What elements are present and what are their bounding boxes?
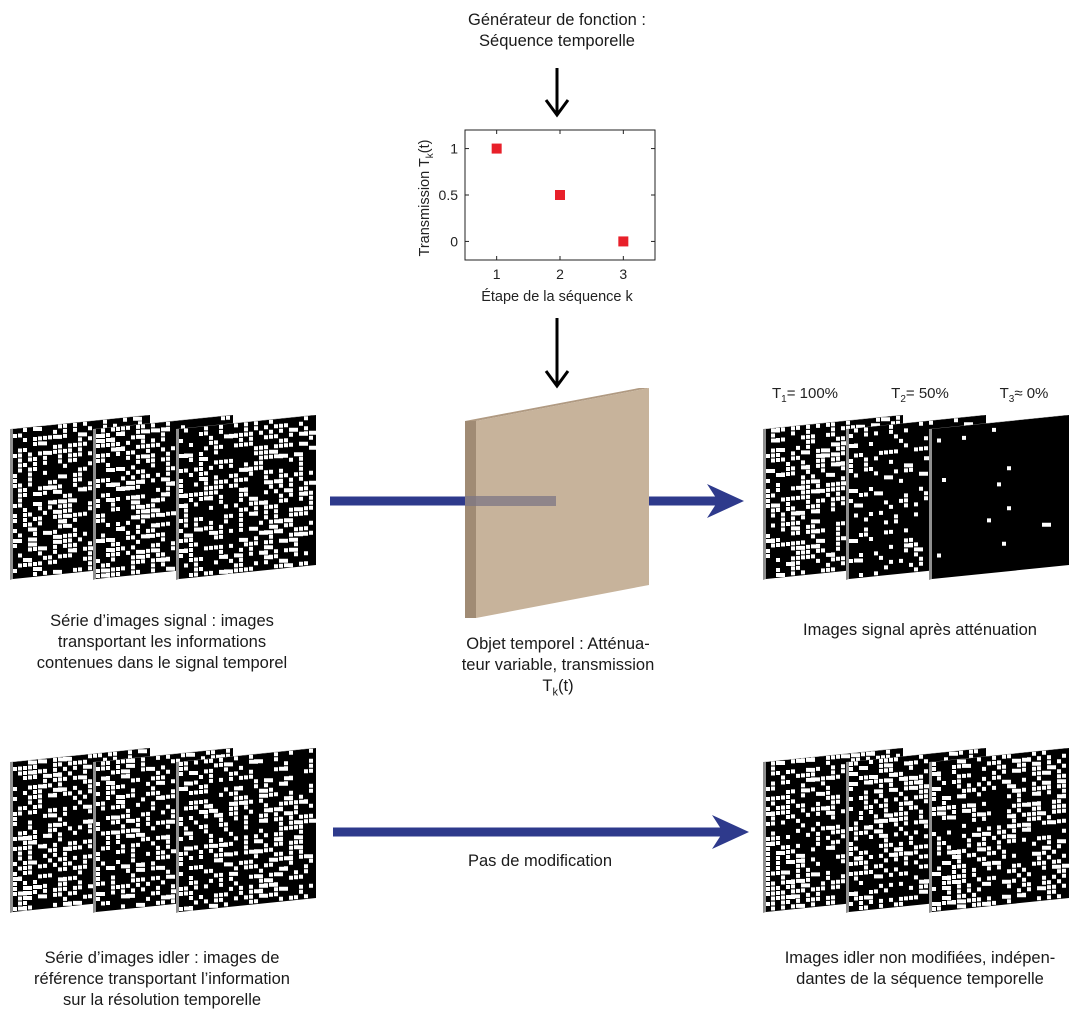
idler-output-caption: Images idler non modifiées, indépen- dan… xyxy=(784,949,1056,988)
idler-output-image-stack xyxy=(763,748,1071,913)
x-tick-label: 2 xyxy=(556,266,564,282)
frame-edge xyxy=(10,415,150,429)
y-tick-label: 0.5 xyxy=(439,187,459,203)
idler-output-frame-3 xyxy=(929,748,1071,913)
frame-edge xyxy=(846,415,986,429)
attenuated-image-stack xyxy=(763,415,1069,580)
frame-edge xyxy=(93,415,233,429)
frame-edge xyxy=(176,415,316,429)
frame-edge xyxy=(846,748,986,762)
frame-panel xyxy=(179,748,316,912)
frame-panel xyxy=(932,415,1069,579)
arrow-generator-to-plot xyxy=(544,68,570,118)
idler-frame-3 xyxy=(176,748,318,913)
speckle-pixels xyxy=(766,749,905,911)
frame-edge xyxy=(763,415,903,429)
frame-edge xyxy=(929,762,932,913)
function-generator-caption: Générateur de fonction : Séquence tempor… xyxy=(468,11,646,50)
arrow-plot-to-object xyxy=(544,318,570,389)
signal-frame-3 xyxy=(176,415,318,580)
speckle-pixels xyxy=(932,750,1071,911)
frame-edge xyxy=(176,429,179,580)
plot-xlabel: Étape de la séquence k xyxy=(481,288,633,305)
speckle-pixels xyxy=(179,416,318,577)
frame-edge xyxy=(846,762,849,913)
plot-points xyxy=(491,143,629,247)
attenuated-label-1: T1= 100% xyxy=(772,385,838,405)
frame-edge xyxy=(93,748,233,762)
attenuated-images-caption: Images signal après atténuation xyxy=(803,621,1037,639)
x-tick-label: 1 xyxy=(493,266,501,282)
data-point xyxy=(555,190,565,200)
idler-series-caption: Série d’images idler : images de référen… xyxy=(34,949,290,1009)
signal-series-caption: Série d’images signal : images transport… xyxy=(36,612,288,672)
frame-edge xyxy=(10,429,13,580)
speckle-pixels xyxy=(849,749,988,910)
speckle-pixels xyxy=(179,748,318,911)
x-tick-label: 3 xyxy=(619,266,627,282)
signal-image-stack xyxy=(10,415,318,580)
data-point xyxy=(491,143,502,154)
frame-edge xyxy=(176,762,179,913)
frame-edge xyxy=(93,762,96,913)
frame-edge xyxy=(929,748,1069,762)
no-modification-label: Pas de modification xyxy=(468,852,612,870)
frame-edge xyxy=(93,429,96,580)
attenuated-frame-3 xyxy=(929,415,1069,580)
attenuated-label-3: T3≈ 0% xyxy=(1000,385,1049,405)
plot-ticks: 1 0.5 0 1 2 3 xyxy=(439,130,655,282)
beam-idler xyxy=(333,815,749,849)
transmission-plot: 1 0.5 0 1 2 3 xyxy=(439,129,656,282)
temporal-object-caption: Objet temporel : Atténua- teur variable,… xyxy=(461,635,655,699)
frame-edge xyxy=(763,429,766,580)
data-point xyxy=(618,236,629,247)
frame-edge xyxy=(10,762,13,913)
y-tick-label: 1 xyxy=(450,141,458,157)
attenuated-label-2: T2= 50% xyxy=(891,385,949,405)
attenuator-slab xyxy=(465,388,649,618)
frame-edge xyxy=(763,762,766,913)
idler-image-stack xyxy=(10,748,318,913)
y-tick-label: 0 xyxy=(450,233,458,249)
frame-edge xyxy=(929,415,1069,429)
frame-edge xyxy=(929,429,932,580)
plot-ylabel: Transmission Tk(t) xyxy=(417,140,436,257)
frame-edge xyxy=(10,748,150,762)
speckle-pixels xyxy=(849,418,988,577)
frame-edge xyxy=(846,429,849,580)
frame-edge xyxy=(763,748,903,762)
frame-edge xyxy=(176,748,316,762)
